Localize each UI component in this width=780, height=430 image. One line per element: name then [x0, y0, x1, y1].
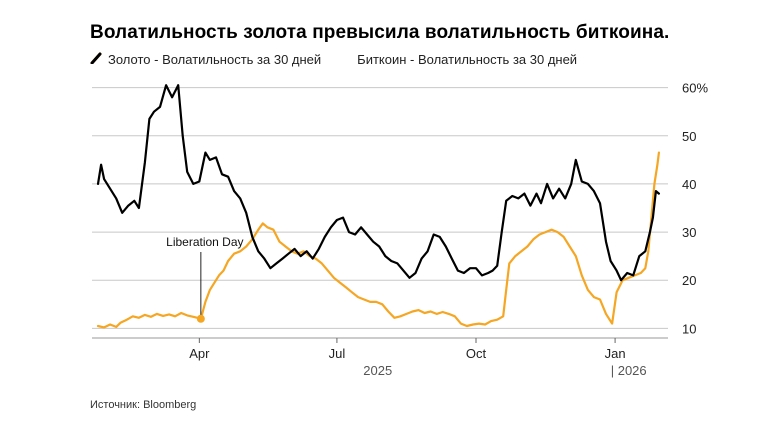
- y-tick-label-60: 60%: [682, 81, 708, 96]
- grid-layer: [92, 87, 668, 343]
- year-label-2026: | 2026: [611, 363, 647, 378]
- slash-swatch-bitcoin-icon: [90, 52, 102, 64]
- legend-item-bitcoin: Биткоин - Волатильность за 30 дней: [90, 52, 578, 67]
- y-tick-label-20: 20: [682, 273, 696, 288]
- annotation-marker: [196, 314, 205, 323]
- series-layer: [96, 84, 660, 329]
- legend-label-gold: Золото - Волатильность за 30 дней: [108, 52, 322, 67]
- x-tick-label-jul: Jul: [329, 346, 346, 361]
- x-tick-label-apr: Apr: [189, 346, 210, 361]
- legend-swatch-bitcoin: [90, 52, 351, 66]
- chart-title: Волатильность золота превысила волатильн…: [90, 22, 670, 43]
- annotation-label-liberation-day: Liberation Day: [166, 235, 243, 249]
- y-tick-label-30: 30: [682, 225, 696, 240]
- y-tick-label-40: 40: [682, 177, 696, 192]
- legend-label-bitcoin: Биткоин - Волатильность за 30 дней: [357, 52, 578, 67]
- series-line-bitcoin: [96, 84, 660, 282]
- x-tick-label-oct: Oct: [466, 346, 487, 361]
- y-tick-label-50: 50: [682, 129, 696, 144]
- source-note: Источник: Bloomberg: [90, 399, 197, 411]
- axis-label-layer: 10 20 30 40 50 60% Apr Jul Oct Jan 2025 | 2026: [189, 81, 708, 378]
- chart-legend: Золото - Волатильность за 30 дней Биткои…: [90, 52, 595, 67]
- year-label-2025: 2025: [363, 363, 392, 378]
- x-tick-label-jan: Jan: [605, 346, 626, 361]
- annotation-layer: Liberation Day: [166, 235, 244, 323]
- y-tick-label-10: 10: [682, 321, 696, 336]
